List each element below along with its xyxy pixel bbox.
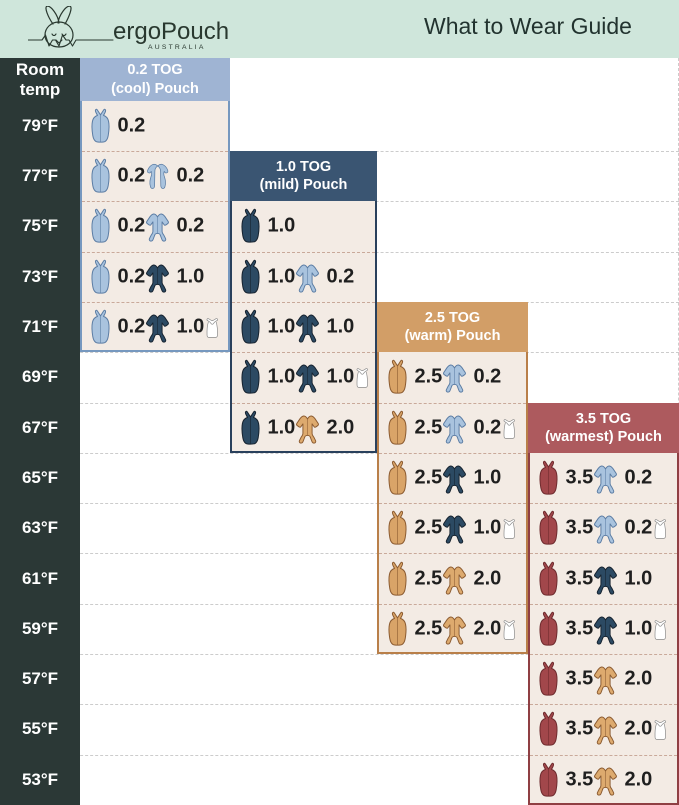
svg-text:ergoPouch: ergoPouch [113,18,229,45]
svg-text:AUSTRALIA: AUSTRALIA [148,44,206,51]
